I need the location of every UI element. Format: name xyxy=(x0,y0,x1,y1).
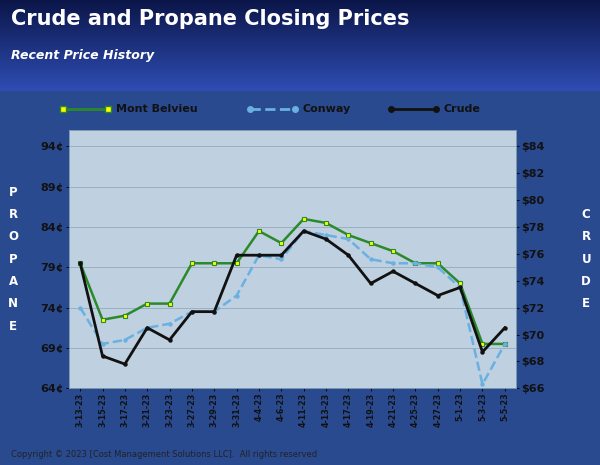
Text: O: O xyxy=(8,231,18,243)
Text: C: C xyxy=(582,208,590,221)
Text: A: A xyxy=(8,275,18,288)
Text: Conway: Conway xyxy=(302,104,351,114)
Text: N: N xyxy=(8,298,18,310)
Text: P: P xyxy=(9,253,17,266)
Text: P: P xyxy=(9,186,17,199)
Text: R: R xyxy=(8,208,18,221)
Text: Crude and Propane Closing Prices: Crude and Propane Closing Prices xyxy=(11,9,409,29)
Text: R: R xyxy=(581,231,591,243)
Text: E: E xyxy=(9,320,17,332)
Text: Crude: Crude xyxy=(443,104,481,114)
Text: D: D xyxy=(581,275,591,288)
Text: Recent Price History: Recent Price History xyxy=(11,49,154,62)
Text: Mont Belvieu: Mont Belvieu xyxy=(116,104,197,114)
Text: E: E xyxy=(582,298,590,310)
Text: Copyright © 2023 [Cost Management Solutions LLC].  All rights reserved: Copyright © 2023 [Cost Management Soluti… xyxy=(11,451,317,459)
Text: U: U xyxy=(581,253,591,266)
